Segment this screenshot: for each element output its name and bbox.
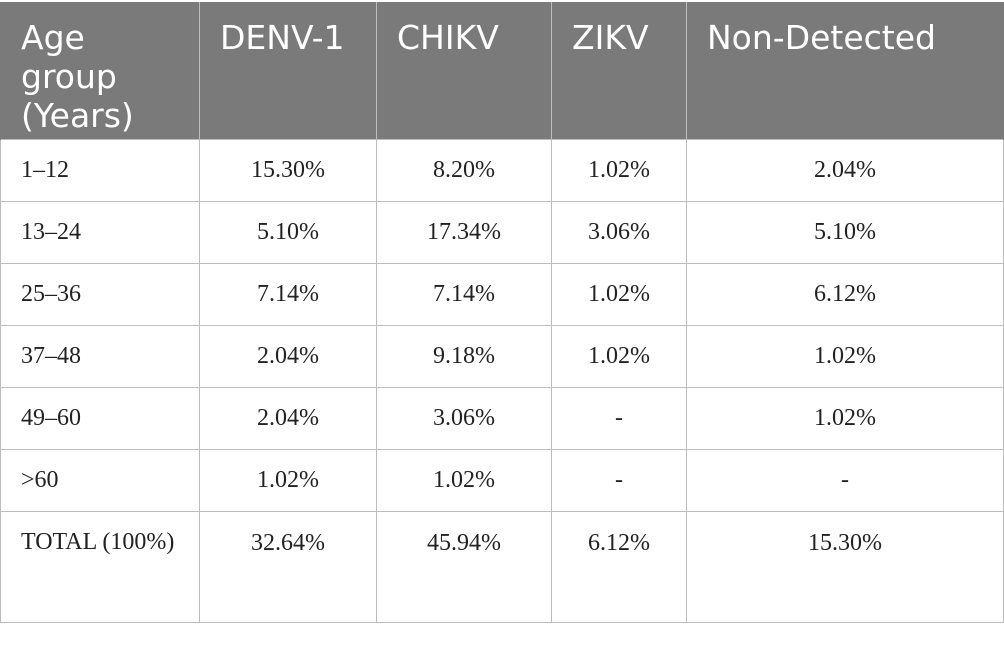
table-header: Age group (Years) DENV-1 CHIKV ZIKV Non-…	[0, 2, 1004, 139]
zikv-cell: 1.02%	[551, 262, 687, 326]
denv-1-total-cell: 32.64%	[199, 510, 377, 623]
chikv-cell: 3.06%	[376, 386, 552, 450]
chikv-cell: 17.34%	[376, 200, 552, 264]
age-group-cell: >60	[0, 448, 200, 512]
table-row: >60 1.02% 1.02% - -	[0, 448, 1004, 512]
table-row: 25–36 7.14% 7.14% 1.02% 6.12%	[0, 262, 1004, 326]
denv-1-cell: 2.04%	[199, 324, 377, 388]
header-non-detected: Non-Detected	[686, 2, 1004, 139]
header-zikv: ZIKV	[551, 2, 687, 139]
non-detected-total-cell: 15.30%	[686, 510, 1004, 623]
non-detected-cell: -	[686, 448, 1004, 512]
header-row: Age group (Years) DENV-1 CHIKV ZIKV Non-…	[0, 2, 1004, 139]
zikv-cell: -	[551, 448, 687, 512]
table-row: 1–12 15.30% 8.20% 1.02% 2.04%	[0, 138, 1004, 202]
zikv-cell: 1.02%	[551, 138, 687, 202]
chikv-cell: 8.20%	[376, 138, 552, 202]
table-row: 37–48 2.04% 9.18% 1.02% 1.02%	[0, 324, 1004, 388]
non-detected-cell: 1.02%	[686, 386, 1004, 450]
header-age-group: Age group (Years)	[0, 2, 200, 139]
non-detected-cell: 2.04%	[686, 138, 1004, 202]
chikv-cell: 7.14%	[376, 262, 552, 326]
chikv-cell: 9.18%	[376, 324, 552, 388]
denv-1-cell: 15.30%	[199, 138, 377, 202]
denv-1-cell: 1.02%	[199, 448, 377, 512]
chikv-cell: 1.02%	[376, 448, 552, 512]
chikv-total-cell: 45.94%	[376, 510, 552, 623]
table-row: 49–60 2.04% 3.06% - 1.02%	[0, 386, 1004, 450]
age-group-cell: 49–60	[0, 386, 200, 450]
non-detected-cell: 5.10%	[686, 200, 1004, 264]
zikv-cell: 3.06%	[551, 200, 687, 264]
zikv-total-cell: 6.12%	[551, 510, 687, 623]
age-group-cell: 13–24	[0, 200, 200, 264]
table-body: 1–12 15.30% 8.20% 1.02% 2.04% 13–24 5.10…	[0, 138, 1004, 623]
denv-1-cell: 2.04%	[199, 386, 377, 450]
denv-1-cell: 5.10%	[199, 200, 377, 264]
table-row: 13–24 5.10% 17.34% 3.06% 5.10%	[0, 200, 1004, 264]
age-group-cell: 25–36	[0, 262, 200, 326]
non-detected-cell: 1.02%	[686, 324, 1004, 388]
header-chikv: CHIKV	[376, 2, 552, 139]
data-table: Age group (Years) DENV-1 CHIKV ZIKV Non-…	[0, 2, 1004, 623]
age-group-cell: 37–48	[0, 324, 200, 388]
denv-1-cell: 7.14%	[199, 262, 377, 326]
zikv-cell: 1.02%	[551, 324, 687, 388]
total-label-cell: TOTAL (100%)	[0, 510, 200, 623]
zikv-cell: -	[551, 386, 687, 450]
age-group-cell: 1–12	[0, 138, 200, 202]
non-detected-cell: 6.12%	[686, 262, 1004, 326]
total-row: TOTAL (100%) 32.64% 45.94% 6.12% 15.30%	[0, 510, 1004, 623]
header-denv-1: DENV-1	[199, 2, 377, 139]
